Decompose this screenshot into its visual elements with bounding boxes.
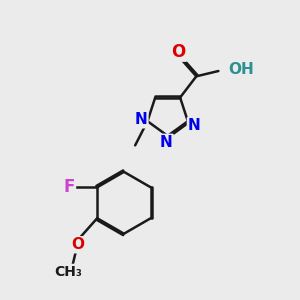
Text: OH: OH — [228, 62, 253, 77]
Text: F: F — [64, 178, 75, 196]
Text: CH₃: CH₃ — [55, 265, 83, 279]
Text: N: N — [160, 135, 172, 150]
Text: O: O — [172, 43, 186, 61]
Text: N: N — [135, 112, 147, 127]
Text: N: N — [188, 118, 201, 133]
Text: O: O — [71, 237, 84, 252]
